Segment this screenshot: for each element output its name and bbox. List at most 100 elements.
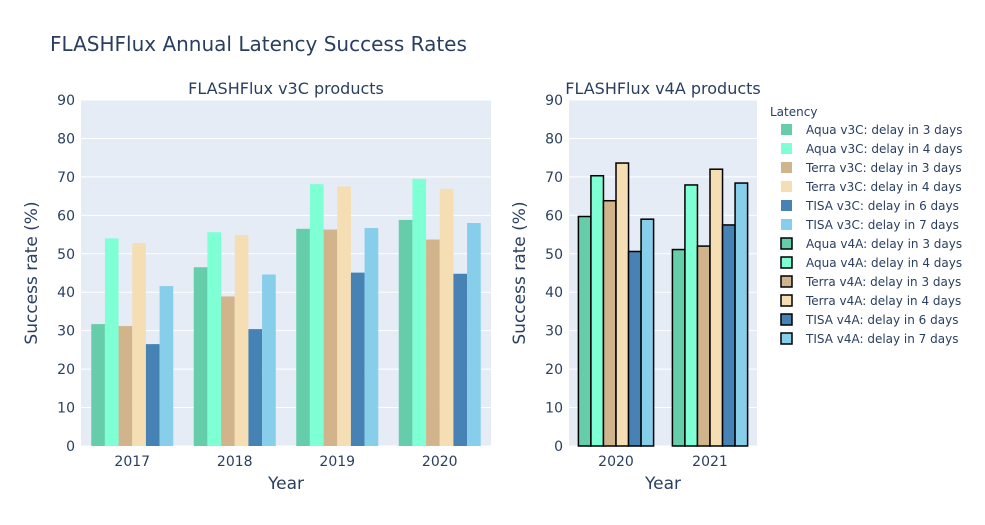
bar[interactable]: Terra v4A: delay in 4 days: 73.6 — [615, 162, 630, 447]
legend-swatch — [780, 332, 793, 345]
legend-item[interactable]: Terra v3C: delay in 4 days — [781, 180, 962, 194]
bar[interactable]: TISA v4A: delay in 7 days: 68.4 — [734, 182, 749, 447]
bar[interactable]: Terra v3C: delay in 4 days: 54.9 — [234, 234, 249, 446]
legend-label: Terra v4A: delay in 3 days — [805, 275, 961, 289]
bar[interactable]: Aqua v4A: delay in 3 days: 59.7 — [577, 215, 592, 447]
legend-item[interactable]: TISA v3C: delay in 7 days — [781, 218, 959, 232]
bar[interactable]: Terra v4A: delay in 4 days: 72 — [709, 168, 724, 447]
legend-label: Aqua v3C: delay in 4 days — [806, 142, 963, 156]
x-tick-label: 2021 — [692, 454, 728, 470]
bar[interactable]: TISA v4A: delay in 6 days: 57.5 — [721, 224, 736, 447]
bar[interactable]: TISA v3C: delay in 7 days: 41.6 — [159, 286, 174, 446]
bar[interactable]: TISA v3C: delay in 6 days: 30.4 — [248, 329, 263, 446]
legend[interactable]: Latency Aqua v3C: delay in 3 days Aqua v3… — [770, 105, 963, 346]
legend-label: Terra v4A: delay in 4 days — [805, 294, 961, 308]
legend-swatch — [781, 162, 792, 173]
y-tick-label: 30 — [545, 324, 563, 340]
legend-item[interactable]: Terra v4A: delay in 3 days — [780, 275, 961, 289]
y-tick-label: 50 — [57, 247, 75, 263]
bar[interactable]: Aqua v3C: delay in 3 days: 46.5 — [193, 267, 208, 446]
subplot-title: FLASHFlux v3C products — [188, 79, 384, 98]
bar[interactable]: Terra v3C: delay in 3 days: 53.7 — [426, 239, 440, 446]
y-tick-label: 20 — [545, 362, 563, 378]
legend-item[interactable]: Terra v4A: delay in 4 days — [780, 294, 961, 308]
legend-swatch — [781, 181, 792, 192]
bar[interactable]: TISA v3C: delay in 6 days: 44.8 — [453, 273, 468, 446]
bar[interactable]: Aqua v3C: delay in 4 days: 55.6 — [207, 232, 222, 446]
y-tick-label: 50 — [545, 247, 563, 263]
y-tick-label: 20 — [57, 362, 75, 378]
x-tick-label: 2018 — [217, 454, 253, 470]
x-tick-label: 2020 — [598, 454, 634, 470]
legend-label: Aqua v4A: delay in 4 days — [806, 256, 962, 270]
legend-label: TISA v4A: delay in 7 days — [805, 332, 958, 346]
bar[interactable]: TISA v3C: delay in 6 days: 45.1 — [350, 272, 365, 446]
legend-swatch — [781, 200, 792, 211]
legend-title: Latency — [770, 105, 817, 119]
legend-item[interactable]: Aqua v3C: delay in 3 days — [781, 123, 963, 137]
legend-item[interactable]: Terra v3C: delay in 3 days — [781, 161, 962, 175]
bar[interactable]: Terra v3C: delay in 3 days: 31.2 — [118, 326, 133, 446]
x-tick-label: 2020 — [422, 454, 458, 470]
bar[interactable]: Aqua v4A: delay in 3 days: 51.1 — [671, 248, 686, 447]
bar[interactable]: TISA v3C: delay in 7 days: 58 — [467, 223, 481, 446]
bar[interactable]: Aqua v3C: delay in 3 days: 56.5 — [296, 228, 310, 446]
bar[interactable]: TISA v3C: delay in 7 days: 56.7 — [364, 228, 379, 446]
legend-item[interactable]: Aqua v3C: delay in 4 days — [781, 142, 963, 156]
bar[interactable]: Terra v3C: delay in 4 days: 67.5 — [337, 186, 351, 447]
legend-item[interactable]: TISA v4A: delay in 7 days — [780, 332, 958, 346]
legend-swatch — [781, 219, 792, 230]
y-tick-label: 40 — [545, 285, 563, 301]
y-tick-label: 0 — [66, 439, 75, 455]
bar[interactable]: Aqua v4A: delay in 4 days: 67.9 — [684, 184, 699, 447]
y-tick-label: 80 — [545, 131, 563, 147]
bar[interactable]: Terra v4A: delay in 3 days: 63.8 — [602, 199, 617, 447]
legend-label: TISA v3C: delay in 7 days — [805, 218, 959, 232]
bar[interactable]: TISA v4A: delay in 7 days: 59 — [640, 218, 655, 447]
legend-swatch — [780, 313, 793, 326]
bar[interactable]: TISA v3C: delay in 7 days: 44.6 — [262, 274, 276, 446]
legend-label: Aqua v4A: delay in 3 days — [806, 237, 962, 251]
legend-label: Aqua v3C: delay in 3 days — [806, 123, 963, 137]
legend-swatch — [780, 237, 793, 250]
y-tick-label: 90 — [57, 93, 75, 109]
x-tick-label: 2017 — [114, 454, 150, 470]
bar[interactable]: Aqua v3C: delay in 3 days: 31.7 — [91, 324, 105, 446]
legend-item[interactable]: Aqua v4A: delay in 3 days — [780, 237, 962, 251]
legend-swatch — [781, 143, 792, 154]
x-axis-title: Year — [267, 474, 304, 494]
y-tick-label: 60 — [57, 208, 75, 224]
bar[interactable]: Terra v3C: delay in 4 days: 52.8 — [132, 243, 146, 446]
subplots: 0 10 20 30 40 50 60 70 80 90 Aqua v3C: delay in 3 … — [22, 79, 761, 494]
y-tick-label: 40 — [57, 285, 75, 301]
bar[interactable]: Terra v3C: delay in 3 days: 56.3 — [323, 229, 338, 446]
legend-label: Terra v3C: delay in 4 days — [805, 180, 962, 194]
legend-item[interactable]: Aqua v4A: delay in 4 days — [780, 256, 962, 270]
bar[interactable]: Aqua v3C: delay in 4 days: 69.5 — [412, 178, 427, 447]
y-tick-label: 30 — [57, 324, 75, 340]
legend-swatch — [780, 294, 793, 307]
legend-swatch — [781, 124, 792, 135]
y-tick-label: 10 — [57, 401, 75, 417]
bar[interactable]: Terra v3C: delay in 4 days: 66.9 — [439, 188, 454, 446]
bar[interactable]: Terra v4A: delay in 3 days: 52 — [696, 245, 711, 447]
bar[interactable]: TISA v3C: delay in 6 days: 26.5 — [145, 344, 160, 446]
legend-item[interactable]: TISA v3C: delay in 6 days — [781, 199, 959, 213]
bar[interactable]: Aqua v3C: delay in 4 days: 54 — [104, 238, 119, 446]
bar[interactable]: Aqua v3C: delay in 4 days: 68.1 — [309, 184, 324, 446]
legend-item[interactable]: TISA v4A: delay in 6 days — [780, 313, 958, 327]
chart-title: FLASHFlux Annual Latency Success Rates — [50, 32, 467, 56]
y-tick-label: 10 — [545, 401, 563, 417]
y-tick-label: 70 — [57, 170, 75, 186]
bar[interactable]: Terra v3C: delay in 3 days: 38.9 — [221, 296, 235, 446]
legend-label: TISA v4A: delay in 6 days — [805, 313, 958, 327]
bar[interactable]: Aqua v3C: delay in 3 days: 58.8 — [398, 219, 413, 446]
bar[interactable]: Aqua v4A: delay in 4 days: 70.3 — [590, 174, 605, 447]
legend-swatch — [780, 275, 793, 288]
legend-label: TISA v3C: delay in 6 days — [805, 199, 959, 213]
bar[interactable]: TISA v4A: delay in 6 days: 50.6 — [627, 250, 642, 447]
y-tick-label: 80 — [57, 131, 75, 147]
x-tick-label: 2019 — [319, 454, 355, 470]
subplot-title: FLASHFlux v4A products — [565, 79, 761, 98]
